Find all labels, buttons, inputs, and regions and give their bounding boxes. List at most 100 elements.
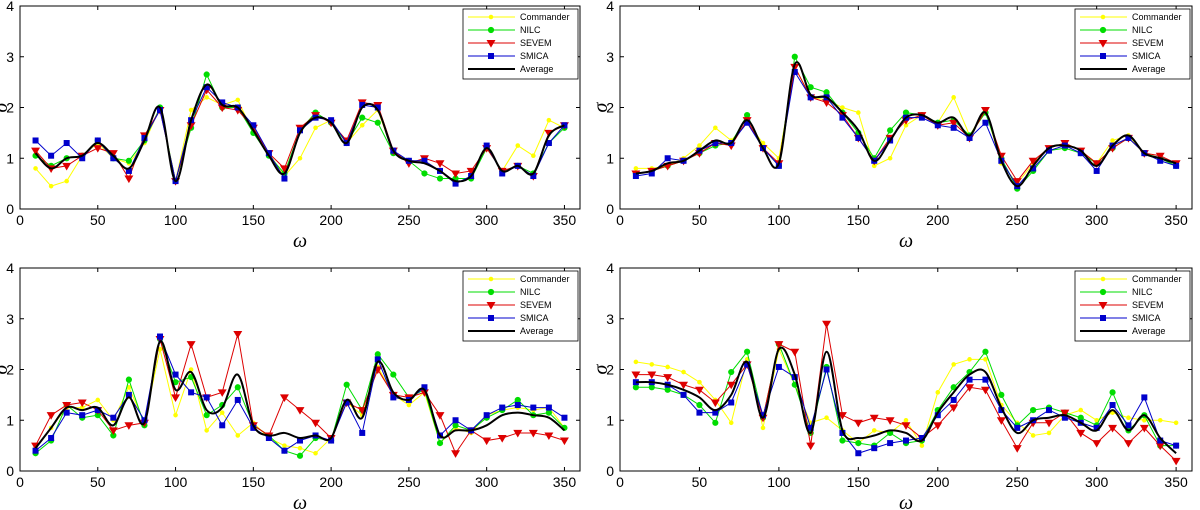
data-point-smica [632,173,639,180]
legend-marker-sevem [1098,301,1108,310]
x-tick-label: 350 [1164,212,1188,228]
chart-panel-1: 0 50 100 150 200 250 300 350 0 1 2 3 4 ω σ Commander NIL… [0,0,581,252]
data-point-smica [281,175,288,182]
data-point-commander [871,428,877,433]
x-tick-label: 100 [164,212,188,228]
series-line-average [34,340,566,449]
data-point-commander [359,122,365,128]
data-point-commander [204,428,209,433]
x-tick-label: 300 [475,212,499,228]
legend-marker-commander [1100,276,1106,282]
data-point-nilc [203,412,210,419]
series-average [34,340,566,449]
x-tick-label: 0 [16,212,24,228]
data-point-commander [235,97,241,103]
data-point-nilc [1077,414,1084,421]
data-point-commander [697,143,702,148]
data-point-nilc [712,419,719,426]
data-point-nilc [791,53,798,60]
data-point-sevem [1139,424,1149,433]
data-point-sevem [528,429,538,438]
data-point-smica [514,402,521,409]
data-point-smica [561,122,568,129]
data-point-commander [840,105,845,110]
data-point-commander [1046,430,1052,436]
data-point-smica [950,396,957,403]
x-tick-label: 150 [847,212,871,228]
data-point-sevem [885,417,895,425]
data-point-commander [1142,417,1147,423]
x-tick-label: 300 [1085,474,1109,490]
data-point-sevem [980,107,990,115]
data-point-smica [48,152,55,159]
legend-label-sevem: SEVEM [520,300,552,310]
data-point-commander [515,143,521,148]
data-point-smica [1173,162,1180,169]
data-point-sevem [46,412,56,420]
x-tick-label: 50 [90,474,106,490]
data-point-sevem [544,432,554,441]
data-point-commander [951,362,956,367]
x-tick-label: 250 [1006,474,1030,490]
data-point-sevem [980,386,990,395]
data-point-nilc [744,112,751,119]
x-tick-label: 150 [242,474,266,490]
data-point-nilc [390,371,397,378]
data-point-smica [855,134,862,141]
data-point-commander [728,420,734,426]
series-line-average [635,61,1177,188]
y-tick-label: 2 [6,362,14,378]
data-point-smica [728,399,735,406]
data-point-nilc [648,384,655,391]
x-tick-label: 150 [847,474,871,490]
legend-label-nilc: NILC [1132,287,1153,297]
data-point-commander [697,379,702,385]
legend-label-smica: SMICA [520,313,549,323]
data-point-nilc [514,396,521,404]
legend-label-commander: Commander [1132,12,1182,22]
series-average [34,83,565,183]
data-point-sevem [77,399,87,408]
data-point-commander [1110,138,1115,143]
data-point-sevem [1171,457,1181,466]
data-point-commander [297,155,303,161]
data-point-sevem [171,394,181,402]
y-tick-label: 1 [606,412,614,428]
x-tick-label: 100 [767,212,791,228]
x-tick-label: 200 [926,474,950,490]
x-tick-label: 200 [319,212,343,228]
data-point-smica [157,333,163,340]
data-point-nilc [982,348,989,355]
data-point-smica [48,435,55,442]
data-point-sevem [663,374,673,382]
data-point-nilc [823,89,830,96]
data-point-nilc [203,71,210,78]
data-point-smica [950,124,957,131]
x-axis-label: ω [293,230,307,252]
data-point-smica [1014,424,1021,431]
data-point-sevem [124,175,134,184]
y-tick-label: 4 [6,0,14,14]
y-tick-label: 3 [606,311,614,327]
data-point-sevem [726,381,736,390]
data-point-nilc [632,384,639,391]
chart-panel-4: 0 50 100 150 200 250 300 350 0 1 2 3 4 ω σ Commander NIL… [590,260,1193,510]
data-point-sevem [93,145,103,153]
data-point-smica [545,404,552,411]
data-point-commander [546,117,552,123]
data-point-commander [713,125,718,131]
data-point-smica [823,366,830,373]
data-point-sevem [1044,419,1054,428]
data-point-sevem [901,422,911,430]
x-tick-label: 350 [553,474,577,490]
data-point-nilc [950,384,957,391]
data-point-smica [887,440,894,447]
data-point-commander [1094,417,1099,423]
legend-label-sevem: SEVEM [1132,300,1164,310]
data-point-sevem [1155,152,1165,161]
legend: Commander NILC SEVEM SMICA Average [462,8,579,80]
legend-label-smica: SMICA [1132,313,1161,323]
data-point-smica [855,450,862,457]
data-point-nilc [696,401,703,409]
data-point-smica [1173,442,1180,449]
